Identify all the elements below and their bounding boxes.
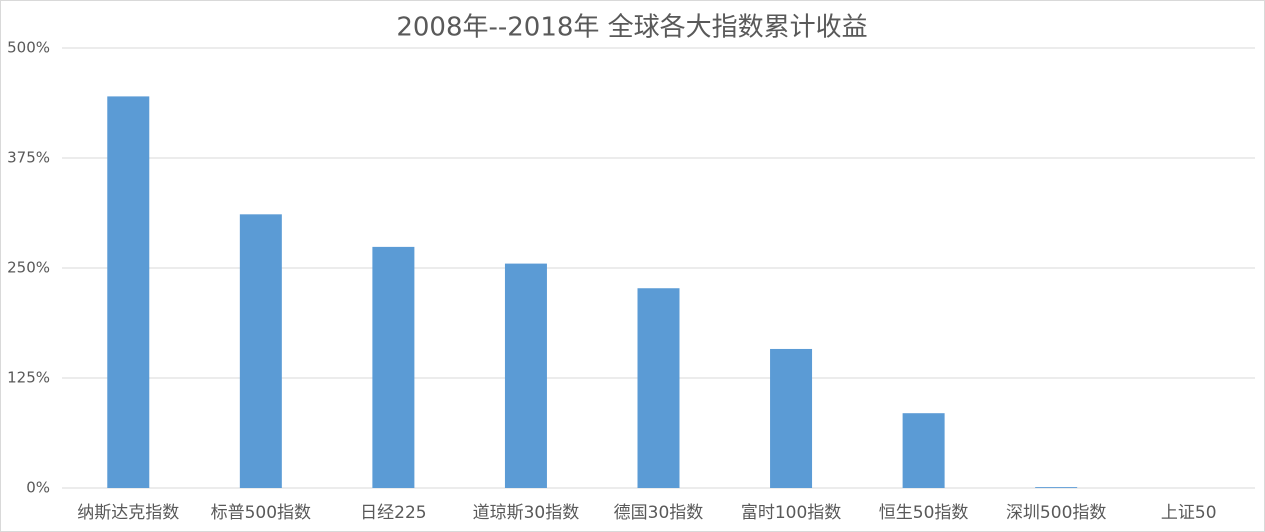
x-tick-label: 日经225 xyxy=(360,503,426,523)
x-tick-label: 道琼斯30指数 xyxy=(473,503,580,523)
y-tick-label: 375% xyxy=(7,149,50,167)
chart-title: 2008年--2018年 全球各大指数累计收益 xyxy=(396,13,867,43)
bar xyxy=(372,246,415,488)
bar xyxy=(504,263,547,488)
x-tick-label: 标普500指数 xyxy=(211,503,311,523)
x-tick-label: 纳斯达克指数 xyxy=(77,503,179,523)
y-tick-label: 0% xyxy=(26,479,50,497)
bar xyxy=(637,288,680,488)
x-tick-label: 深圳500指数 xyxy=(1006,503,1106,523)
x-tick-label: 富时100指数 xyxy=(741,503,841,523)
bar xyxy=(770,348,813,488)
y-tick-label: 250% xyxy=(7,259,50,277)
y-tick-label: 125% xyxy=(7,369,50,387)
x-tick-label: 恒生50指数 xyxy=(879,503,969,523)
x-tick-label: 上证50 xyxy=(1161,503,1217,523)
bar xyxy=(107,96,150,489)
x-tick-label: 德国30指数 xyxy=(614,503,704,523)
bar xyxy=(239,214,282,488)
bar xyxy=(902,413,945,488)
bar xyxy=(1035,487,1078,488)
y-tick-label: 500% xyxy=(7,39,50,57)
